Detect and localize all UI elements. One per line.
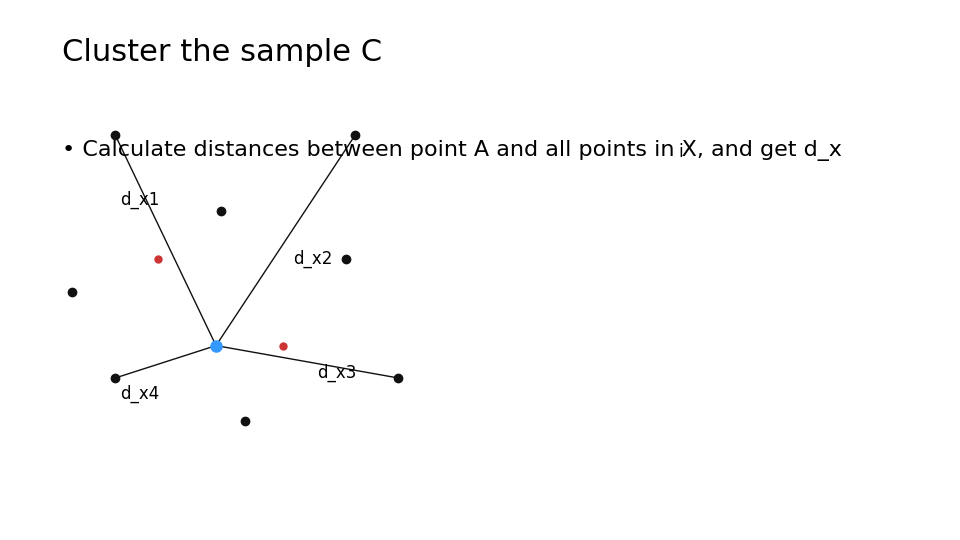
Text: • Calculate distances between point A and all points in X, and get d_x: • Calculate distances between point A an… — [62, 140, 842, 161]
Text: d_x3: d_x3 — [317, 363, 356, 382]
Text: d_x4: d_x4 — [120, 385, 159, 403]
Text: d_x2: d_x2 — [293, 250, 332, 268]
Text: Cluster the sample C: Cluster the sample C — [62, 38, 382, 67]
Text: d_x1: d_x1 — [120, 191, 159, 209]
Text: i: i — [679, 143, 683, 161]
